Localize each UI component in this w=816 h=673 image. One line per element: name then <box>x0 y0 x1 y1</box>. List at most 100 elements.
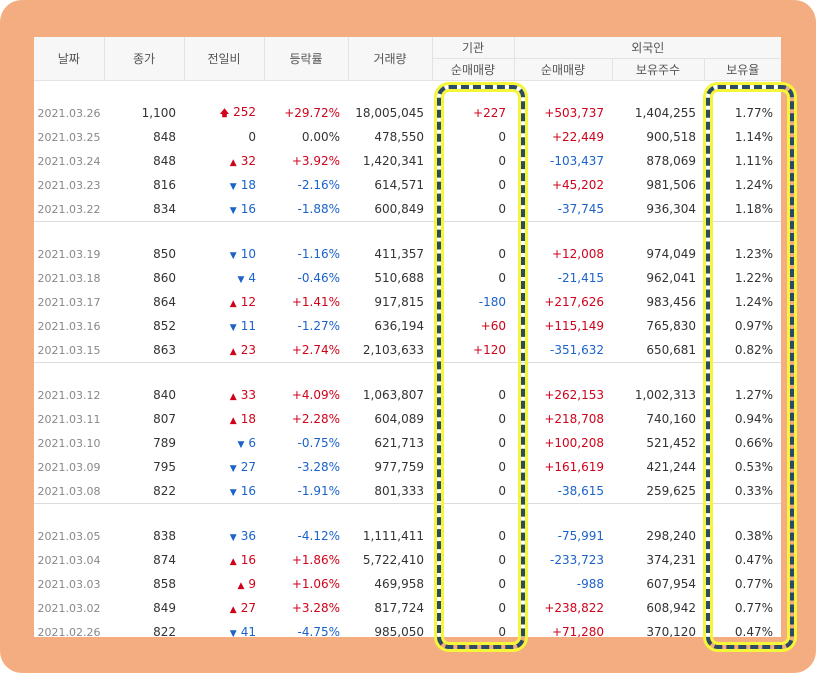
header-close[interactable]: 종가 <box>104 37 185 81</box>
cell-inst-net: +227 <box>473 106 506 120</box>
cell-volume: 985,050 <box>374 625 424 637</box>
cell-frgn-ratio: 1.27% <box>734 388 774 402</box>
cell-frgn-shares: 765,830 <box>646 319 696 333</box>
change-value: 36 <box>240 529 256 543</box>
cell-close: 789 <box>153 436 176 450</box>
table-row[interactable]: 2021.03.08 822 ▼ 16 -1.91% 801,333 0 -38,615 259… <box>34 479 781 504</box>
table-row[interactable]: 2021.03.11 807 ▲ 18 +2.28% 604,089 0 +218,708 74… <box>34 407 781 431</box>
cell-close: 848 <box>153 130 176 144</box>
cell-rate: +29.72% <box>284 106 340 120</box>
cell-volume: 18,005,045 <box>355 106 424 120</box>
table-row[interactable]: 2021.03.24 848 ▲ 32 +3.92% 1,420,341 0 -103,437… <box>34 149 781 173</box>
table-row[interactable]: 2021.03.16 852 ▼ 11 -1.27% 636,194 +60 +115,149… <box>34 314 781 338</box>
table-row[interactable]: 2021.03.19 850 ▼ 10 -1.16% 411,357 0 +12,008 974… <box>34 242 781 266</box>
table-row[interactable]: 2021.03.03 858 ▲ 9 +1.06% 469,958 0 -988 607,954… <box>34 572 781 596</box>
cell-inst-net: 0 <box>498 202 506 216</box>
table-row[interactable]: 2021.03.17 864 ▲ 12 +1.41% 917,815 -180 +217,62… <box>34 290 781 314</box>
cell-rate: +2.74% <box>291 343 340 357</box>
cell-rate: -4.75% <box>297 625 340 637</box>
header-frgn-ratio[interactable]: 보유율 <box>704 58 781 81</box>
cell-rate: -2.16% <box>297 178 340 192</box>
cell-frgn-net: +503,737 <box>544 106 604 120</box>
cell-change: ▲ 27 <box>184 596 264 620</box>
cell-change: ▲ 16 <box>184 548 264 572</box>
cell-volume: 1,063,807 <box>362 388 424 402</box>
cell-frgn-net: -988 <box>576 577 604 591</box>
cell-close: 822 <box>153 484 176 498</box>
cell-volume: 2,103,633 <box>362 343 424 357</box>
cell-close: 864 <box>153 295 176 309</box>
table-row[interactable]: 2021.03.09 795 ▼ 27 -3.28% 977,759 0 +161,619 42… <box>34 455 781 479</box>
header-rate[interactable]: 등락률 <box>264 37 349 81</box>
table-row[interactable]: 2021.03.15 863 ▲ 23 +2.74% 2,103,633 +120 -351,… <box>34 338 781 363</box>
header-date[interactable]: 날짜 <box>34 37 105 81</box>
table-row[interactable]: 2021.03.12 840 ▲ 33 +4.09% 1,063,807 0 +262,153… <box>34 383 781 407</box>
table-row[interactable]: 2021.03.25 848 0 0.00% 478,550 0 +22,449 900,51… <box>34 125 781 149</box>
header-frgn-net[interactable]: 순매매량 <box>514 58 613 81</box>
triangle-down-icon: ▼ <box>229 629 237 637</box>
table-row[interactable]: 2021.03.05 838 ▼ 36 -4.12% 1,111,411 0 -75,991 2… <box>34 524 781 548</box>
cell-frgn-shares: 900,518 <box>646 130 696 144</box>
cell-inst-net: 0 <box>498 178 506 192</box>
cell-date: 2021.03.25 <box>37 130 101 144</box>
triangle-down-icon: ▼ <box>229 251 237 261</box>
cell-change: ▼ 16 <box>184 479 264 504</box>
group-spacer <box>34 504 781 524</box>
table-row[interactable]: 2021.03.02 849 ▲ 27 +3.28% 817,724 0 +238,822 60… <box>34 596 781 620</box>
cell-frgn-shares: 1,404,255 <box>634 106 696 120</box>
change-value: 27 <box>240 601 256 615</box>
table-row[interactable]: 2021.03.22 834 ▼ 16 -1.88% 600,849 0 -37,745 936… <box>34 197 781 222</box>
cell-date: 2021.03.24 <box>37 154 101 168</box>
cell-inst-net: 0 <box>498 247 506 261</box>
table-row[interactable]: 2021.03.04 874 ▲ 16 +1.86% 5,722,410 0 -233,723… <box>34 548 781 572</box>
cell-inst-net: 0 <box>498 577 506 591</box>
triangle-down-icon: ▼ <box>229 323 237 333</box>
cell-frgn-ratio: 0.97% <box>734 319 774 333</box>
cell-inst-net: -180 <box>478 295 506 309</box>
table-row[interactable]: 2021.03.10 789 ▼ 6 -0.75% 621,713 0 +100,208 521… <box>34 431 781 455</box>
spacer-cell <box>34 363 781 383</box>
cell-close: 822 <box>153 625 176 637</box>
cell-change: ▲ 12 <box>184 290 264 314</box>
cell-frgn-ratio: 0.38% <box>734 529 774 543</box>
header-frgn-shares[interactable]: 보유주수 <box>612 58 705 81</box>
table-row[interactable]: 2021.03.23 816 ▼ 18 -2.16% 614,571 0 +45,202 981… <box>34 173 781 197</box>
cell-frgn-ratio: 0.82% <box>734 343 774 357</box>
table-row[interactable]: 2021.03.18 860 ▼ 4 -0.46% 510,688 0 -21,415 962,… <box>34 266 781 290</box>
header-change[interactable]: 전일비 <box>184 37 265 81</box>
separator-line <box>34 362 781 363</box>
triangle-up-icon: ▲ <box>237 581 245 591</box>
cell-close: 848 <box>153 154 176 168</box>
cell-change: ▼ 10 <box>184 242 264 266</box>
cell-frgn-shares: 608,942 <box>646 601 696 615</box>
triangle-up-icon: ▲ <box>229 557 237 567</box>
cell-inst-net: +120 <box>473 343 506 357</box>
cell-close: 838 <box>153 529 176 543</box>
cell-frgn-net: -75,991 <box>557 529 604 543</box>
cell-rate: -4.12% <box>297 529 340 543</box>
cell-date: 2021.03.17 <box>37 295 101 309</box>
cell-close: 863 <box>153 343 176 357</box>
table-row[interactable]: 2021.02.26 822 ▼ 41 -4.75% 985,050 0 +71,280 370… <box>34 620 781 637</box>
cell-date: 2021.03.10 <box>37 436 101 450</box>
triangle-down-icon: ▼ <box>229 206 237 216</box>
cell-volume: 600,849 <box>374 202 424 216</box>
cell-rate: -3.28% <box>297 460 340 474</box>
cell-close: 850 <box>153 247 176 261</box>
cell-volume: 5,722,410 <box>362 553 424 567</box>
cell-date: 2021.03.02 <box>37 601 101 615</box>
header-volume[interactable]: 거래량 <box>348 37 433 81</box>
cell-change: ▲ 18 <box>184 407 264 431</box>
cell-frgn-ratio: 1.14% <box>734 130 774 144</box>
change-value: 11 <box>240 319 256 333</box>
cell-frgn-shares: 607,954 <box>646 577 696 591</box>
cell-frgn-shares: 370,120 <box>646 625 696 637</box>
cell-change: ▼ 16 <box>184 197 264 222</box>
header-inst-net[interactable]: 순매매량 <box>432 58 515 81</box>
table-row[interactable]: 2021.03.26 1,100 🡅 252 +29.72% 18,005,045 +227… <box>34 101 781 125</box>
cell-close: 874 <box>153 553 176 567</box>
cell-frgn-net: +115,149 <box>544 319 604 333</box>
triangle-up-icon: ▲ <box>229 416 237 426</box>
cell-volume: 469,958 <box>374 577 424 591</box>
